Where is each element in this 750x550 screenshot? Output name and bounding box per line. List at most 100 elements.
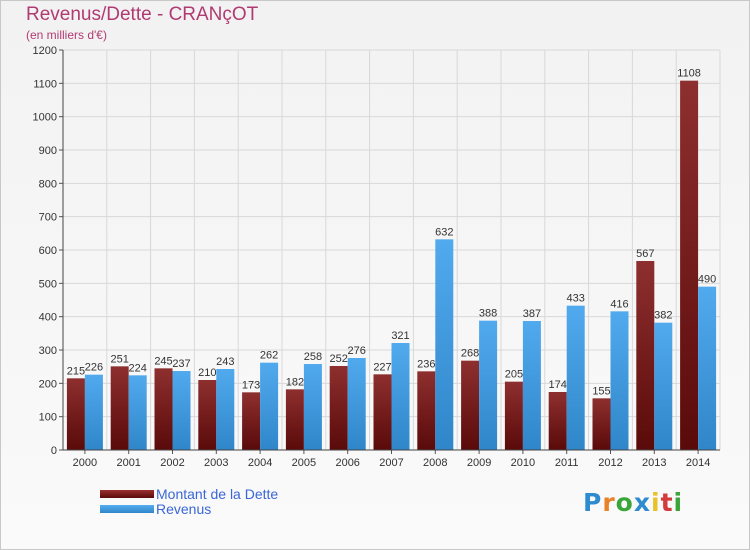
bar-dette bbox=[373, 374, 392, 450]
data-label-revenus: 387 bbox=[523, 308, 541, 320]
y-tick-label: 700 bbox=[39, 212, 57, 224]
y-tick-label: 1200 bbox=[33, 45, 57, 57]
y-tick-label: 0 bbox=[51, 445, 57, 457]
data-label-dette: 245 bbox=[154, 355, 172, 367]
data-label-revenus: 433 bbox=[567, 293, 585, 305]
bar-dette bbox=[548, 392, 567, 450]
data-label-revenus: 490 bbox=[698, 274, 716, 286]
bar-revenus bbox=[610, 311, 629, 450]
data-label-revenus: 262 bbox=[260, 350, 278, 362]
logo-letter: r bbox=[602, 488, 616, 517]
logo-letter: P bbox=[583, 488, 603, 517]
legend-swatch-dette bbox=[100, 490, 154, 498]
legend-item-dette: Montant de la Dette bbox=[100, 486, 279, 502]
legend-swatch-revenus bbox=[100, 505, 154, 513]
axes: 0 100 200 300 400 500 600 700 800 900 1000 1100 1200… bbox=[33, 45, 720, 469]
bar-revenus bbox=[303, 364, 322, 450]
x-tick-label: 2011 bbox=[555, 457, 579, 469]
data-label-dette: 210 bbox=[198, 367, 216, 379]
proxiti-logo: Proxiti bbox=[583, 488, 683, 517]
x-tick-label: 2002 bbox=[160, 457, 184, 469]
bar-dette bbox=[636, 261, 655, 450]
data-label-dette: 205 bbox=[505, 369, 523, 381]
data-label-revenus: 237 bbox=[172, 358, 190, 370]
data-label-dette: 227 bbox=[373, 361, 391, 373]
y-tick-label: 600 bbox=[39, 245, 57, 257]
bar-revenus bbox=[654, 322, 673, 450]
logo-letter: t bbox=[660, 488, 674, 517]
logo-letter: i bbox=[651, 488, 661, 517]
bar-dette bbox=[329, 366, 348, 450]
bar-dette bbox=[592, 398, 611, 450]
x-tick-label: 2010 bbox=[511, 457, 535, 469]
bar-dette bbox=[242, 392, 261, 450]
data-label-dette: 215 bbox=[67, 365, 85, 377]
chart-subtitle: (en milliers d'€) bbox=[26, 28, 107, 42]
bar-dette bbox=[110, 366, 129, 450]
data-label-dette: 236 bbox=[417, 358, 435, 370]
data-label-revenus: 382 bbox=[654, 310, 672, 322]
bar-dette bbox=[504, 381, 523, 450]
legend-label-dette: Montant de la Dette bbox=[156, 486, 279, 502]
data-label-revenus: 321 bbox=[391, 330, 409, 342]
bar-revenus bbox=[128, 375, 147, 450]
bars bbox=[66, 80, 717, 451]
data-label-revenus: 243 bbox=[216, 356, 234, 368]
data-label-dette: 182 bbox=[286, 376, 304, 388]
data-label-revenus: 226 bbox=[85, 362, 103, 374]
bar-revenus bbox=[216, 369, 235, 450]
y-tick-label: 400 bbox=[39, 312, 57, 324]
data-label-dette: 1108 bbox=[677, 68, 701, 80]
y-tick-label: 800 bbox=[39, 178, 57, 190]
y-tick-label: 300 bbox=[39, 345, 57, 357]
x-tick-label: 2000 bbox=[73, 457, 97, 469]
y-tick-label: 500 bbox=[39, 278, 57, 290]
legend-label-revenus: Revenus bbox=[156, 501, 212, 517]
x-tick-label: 2007 bbox=[379, 457, 403, 469]
data-label-dette: 155 bbox=[592, 385, 610, 397]
bar-dette bbox=[680, 80, 699, 451]
y-tick-label: 900 bbox=[39, 145, 57, 157]
data-label-revenus: 276 bbox=[348, 345, 366, 357]
x-tick-label: 2006 bbox=[335, 457, 359, 469]
bar-dette bbox=[198, 380, 217, 450]
x-tick-label: 2013 bbox=[642, 457, 666, 469]
x-tick-label: 2012 bbox=[598, 457, 622, 469]
bar-revenus bbox=[172, 371, 191, 450]
x-tick-label: 2009 bbox=[467, 457, 491, 469]
y-tick-label: 100 bbox=[39, 412, 57, 424]
data-label-revenus: 416 bbox=[610, 298, 628, 310]
bar-revenus bbox=[260, 362, 279, 450]
data-label-dette: 251 bbox=[111, 353, 129, 365]
data-label-revenus: 224 bbox=[129, 362, 147, 374]
data-label-dette: 268 bbox=[461, 348, 479, 360]
chart-title: Revenus/Dette - CRANçOT bbox=[26, 4, 259, 25]
logo-letter: o bbox=[615, 488, 634, 517]
x-tick-label: 2014 bbox=[686, 457, 710, 469]
logo-letter: x bbox=[633, 488, 651, 517]
x-tick-label: 2003 bbox=[204, 457, 228, 469]
data-label-revenus: 388 bbox=[479, 308, 497, 320]
y-tick-label: 1100 bbox=[33, 78, 57, 90]
y-tick-label: 200 bbox=[39, 378, 57, 390]
x-tick-label: 2001 bbox=[116, 457, 140, 469]
data-label-dette: 174 bbox=[549, 379, 567, 391]
bar-revenus bbox=[479, 320, 498, 450]
bar-revenus bbox=[84, 374, 103, 450]
bar-revenus bbox=[347, 358, 366, 450]
x-tick-label: 2005 bbox=[292, 457, 316, 469]
data-label-dette: 252 bbox=[330, 353, 348, 365]
bar-revenus bbox=[698, 286, 717, 450]
bar-revenus bbox=[522, 321, 541, 450]
bar-dette bbox=[285, 389, 304, 450]
data-label-revenus: 632 bbox=[435, 226, 453, 238]
y-tick-label: 1000 bbox=[33, 112, 57, 124]
bar-dette bbox=[417, 371, 436, 450]
logo-letter: i bbox=[673, 488, 684, 517]
bar-dette bbox=[461, 360, 480, 450]
bar-revenus bbox=[435, 239, 454, 450]
x-tick-label: 2008 bbox=[423, 457, 447, 469]
